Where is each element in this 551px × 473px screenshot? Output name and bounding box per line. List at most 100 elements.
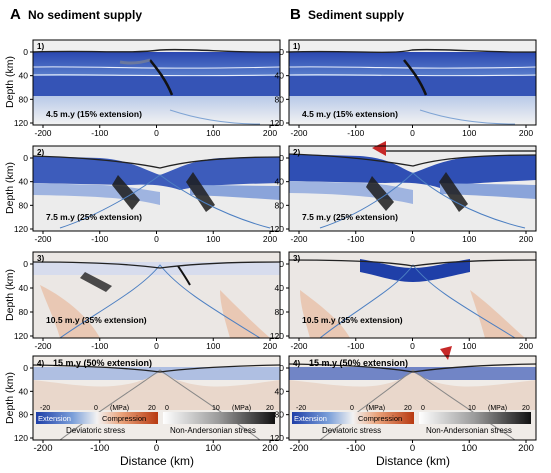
y-tick-label: 80 bbox=[275, 94, 285, 104]
y-tick-label: 40 bbox=[275, 386, 285, 396]
x-tick-label: 0 bbox=[410, 443, 415, 454]
y-tick-label: 80 bbox=[275, 410, 285, 420]
x-tick-label: 200 bbox=[263, 128, 277, 138]
legend-na-title: Non-Andersonian stress bbox=[170, 426, 256, 435]
y-tick-label: 120 bbox=[14, 331, 28, 341]
x-tick-label: 0 bbox=[154, 341, 159, 351]
x-tick-label: 100 bbox=[206, 128, 220, 138]
legend-dev-unit: (MPa) bbox=[366, 405, 385, 412]
column-title-a: No sediment supply bbox=[28, 8, 142, 22]
legend-na-max: 20 bbox=[266, 405, 274, 412]
panel-time-label: 15 m.y (50% extension) bbox=[53, 358, 152, 368]
x-tick-label: 0 bbox=[410, 234, 415, 244]
column-header-b: B Sediment supply bbox=[290, 6, 404, 23]
legend-na-mid: 10 bbox=[468, 405, 476, 412]
y-tick-label: 120 bbox=[270, 224, 284, 234]
legend-na-unit: (MPa) bbox=[488, 405, 507, 412]
legend-na-max: 20 bbox=[522, 405, 530, 412]
x-tick-label: 0 bbox=[154, 234, 159, 244]
x-tick-label: -100 bbox=[347, 234, 364, 244]
legend-dev-max: 20 bbox=[404, 405, 412, 412]
y-axis-label: Depth (km) bbox=[4, 269, 16, 321]
x-axis-title: Distance (km) bbox=[120, 454, 194, 468]
y-tick-label: 40 bbox=[19, 71, 29, 81]
panel-number: 1) bbox=[37, 42, 44, 51]
y-tick-label: 0 bbox=[279, 363, 284, 373]
y-tick-label: 120 bbox=[270, 331, 284, 341]
column-letter-b: B bbox=[290, 6, 301, 23]
y-tick-label: 0 bbox=[23, 363, 28, 373]
y-tick-label: 120 bbox=[270, 118, 284, 128]
legend-dev-unit: (MPa) bbox=[110, 405, 129, 412]
column-title-b: Sediment supply bbox=[308, 8, 404, 22]
y-tick-label: 80 bbox=[19, 410, 29, 420]
x-tick-label: 100 bbox=[462, 128, 476, 138]
x-tick-label: 100 bbox=[462, 341, 476, 351]
panel-a1 bbox=[32, 39, 281, 126]
legend-dev-mid: 0 bbox=[350, 405, 354, 412]
x-tick-label: -200 bbox=[290, 341, 307, 351]
x-tick-label: 100 bbox=[205, 443, 221, 454]
x-tick-label: -100 bbox=[91, 234, 108, 244]
y-tick-label: 0 bbox=[279, 259, 284, 269]
y-axis-label: Depth (km) bbox=[4, 56, 16, 108]
legend-na-title: Non-Andersonian stress bbox=[426, 426, 512, 435]
x-tick-label: -100 bbox=[346, 443, 365, 454]
panel-number: 3) bbox=[293, 254, 300, 263]
y-tick-label: 120 bbox=[270, 433, 284, 443]
x-tick-label: 200 bbox=[519, 341, 533, 351]
y-tick-label: 0 bbox=[23, 259, 28, 269]
column-letter-a: A bbox=[10, 6, 21, 23]
legend-nonandersonian-a: 0 10 (MPa) 20 Non-Andersonian stress bbox=[163, 405, 275, 435]
x-tick-label: 100 bbox=[461, 443, 477, 454]
legend-extension: Extension bbox=[294, 414, 327, 423]
column-header-a: A No sediment supply bbox=[10, 6, 142, 23]
x-tick-label: 100 bbox=[462, 234, 476, 244]
legend-na-min: 0 bbox=[421, 405, 425, 412]
x-tick-label: -200 bbox=[290, 234, 307, 244]
x-tick-label: -200 bbox=[290, 128, 307, 138]
legend-dev-title: Deviatoric stress bbox=[322, 426, 381, 435]
y-tick-label: 40 bbox=[19, 386, 29, 396]
legend-dev-min: -20 bbox=[40, 405, 50, 412]
panel-time-label: 10.5 m.y (35% extension) bbox=[46, 315, 147, 325]
x-tick-label: -100 bbox=[347, 341, 364, 351]
legend-deviatoric-a: -20 0 (MPa) 20 Extension Compression Dev… bbox=[36, 405, 158, 435]
legend-compression: Compression bbox=[102, 414, 146, 423]
panel-time-label: 4.5 m.y (15% extension) bbox=[46, 109, 142, 119]
panel-time-label: 7.5 m.y (25% extension) bbox=[302, 212, 398, 222]
y-tick-label: 80 bbox=[275, 200, 285, 210]
x-tick-label: -200 bbox=[289, 443, 308, 454]
y-tick-label: 80 bbox=[19, 307, 29, 317]
y-tick-label: 0 bbox=[279, 47, 284, 57]
x-tick-label: -200 bbox=[34, 341, 51, 351]
legend-extension: Extension bbox=[38, 414, 71, 423]
panel-a2 bbox=[32, 145, 281, 232]
x-tick-label: -100 bbox=[91, 341, 108, 351]
x-tick-label: -200 bbox=[34, 128, 51, 138]
legend-dev-min: -20 bbox=[296, 405, 306, 412]
x-tick-label: -200 bbox=[34, 234, 51, 244]
panel-number: 2) bbox=[293, 148, 300, 157]
x-tick-label: 200 bbox=[519, 128, 533, 138]
y-tick-label: 120 bbox=[14, 224, 28, 234]
y-axis-label: Depth (km) bbox=[4, 372, 16, 424]
x-tick-label: 200 bbox=[263, 341, 277, 351]
y-tick-label: 120 bbox=[14, 118, 28, 128]
y-tick-label: 0 bbox=[23, 153, 28, 163]
panel-b1 bbox=[288, 39, 537, 126]
x-tick-label: -100 bbox=[91, 128, 108, 138]
y-axis-labels: Depth (km) Depth (km) Depth (km) Depth (… bbox=[4, 56, 16, 424]
panel-number: 3) bbox=[37, 254, 44, 263]
x-tick-label: 200 bbox=[519, 234, 533, 244]
y-tick-label: 0 bbox=[279, 153, 284, 163]
x-tick-label: -100 bbox=[347, 128, 364, 138]
y-tick-label: 120 bbox=[14, 433, 28, 443]
x-tick-label: -200 bbox=[33, 443, 52, 454]
x-axis-title: Distance (km) bbox=[376, 454, 450, 468]
x-tick-label: 200 bbox=[262, 443, 278, 454]
legend-deviatoric-b: -20 0 (MPa) 20 Extension Compression Dev… bbox=[292, 405, 414, 435]
legend-na-mid: 10 bbox=[212, 405, 220, 412]
y-tick-label: 0 bbox=[23, 47, 28, 57]
